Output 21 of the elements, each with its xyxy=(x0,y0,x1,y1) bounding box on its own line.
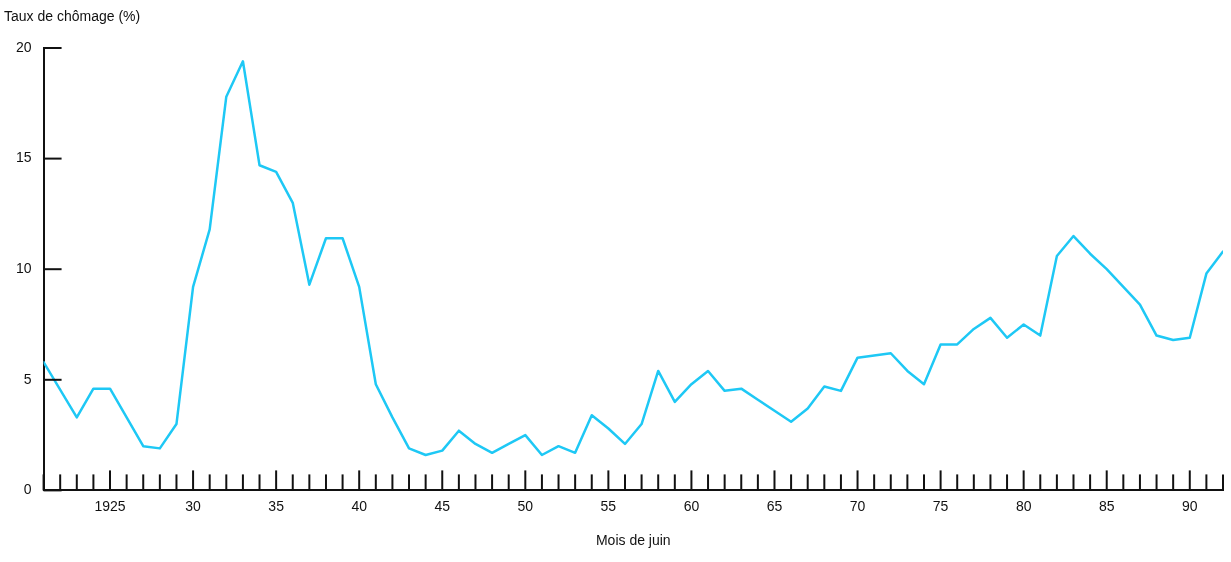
x-tick-label: 60 xyxy=(683,497,700,514)
y-tick-label: 0 xyxy=(23,481,32,498)
x-tick-label: 40 xyxy=(351,497,368,514)
x-tick-label: 55 xyxy=(600,497,617,514)
y-tick-label: 10 xyxy=(15,260,32,277)
y-tick-label: 5 xyxy=(23,370,32,387)
x-tick-label: 70 xyxy=(849,497,866,514)
y-tick-label: 20 xyxy=(15,38,32,55)
y-tick-label: 15 xyxy=(15,149,32,166)
x-tick-label: 45 xyxy=(434,497,451,514)
x-axis-title: Mois de juin xyxy=(595,532,671,549)
x-tick-label: 75 xyxy=(932,497,949,514)
x-tick-label: 50 xyxy=(517,497,534,514)
x-tick-label: 35 xyxy=(268,497,285,514)
y-axis-title: Taux de chômage (%) xyxy=(4,7,141,24)
x-tick-label: 30 xyxy=(185,497,202,514)
x-tick-label: 65 xyxy=(766,497,783,514)
x-tick-label: 80 xyxy=(1015,497,1032,514)
x-tick-label: 1925 xyxy=(94,497,126,514)
x-tick-label: 90 xyxy=(1181,497,1198,514)
x-tick-label: 85 xyxy=(1098,497,1115,514)
